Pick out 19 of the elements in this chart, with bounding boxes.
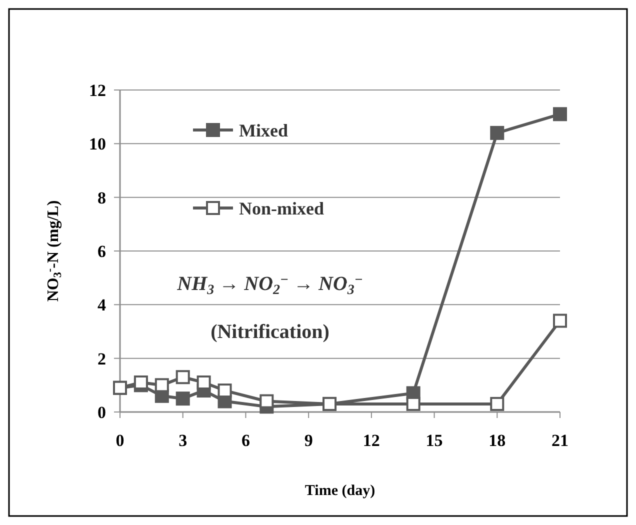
y-tick-label: 12 [89, 80, 106, 100]
y-tick-label: 8 [98, 188, 106, 208]
y-tick-label: 10 [89, 134, 106, 154]
y-tick-label: 0 [98, 402, 106, 422]
x-tick-label: 21 [552, 431, 568, 450]
y-tick-label: 4 [98, 296, 106, 315]
x-tick-label: 15 [426, 431, 443, 450]
x-tick-label: 9 [304, 431, 313, 450]
y-tick-label: 6 [98, 242, 106, 261]
x-tick-label: 0 [116, 431, 124, 450]
annotation: (Nitrification) [210, 321, 330, 343]
x-tick-label: 18 [488, 431, 506, 450]
y-tick-label: 2 [98, 349, 106, 368]
legend-label: Non-mixed [239, 198, 324, 218]
x-tick-label: 12 [362, 431, 380, 450]
legend-label: Mixed [239, 120, 288, 140]
x-axis-title: Time (day) [304, 483, 376, 499]
x-tick-label: 3 [178, 431, 188, 450]
x-tick-label: 6 [241, 431, 250, 450]
